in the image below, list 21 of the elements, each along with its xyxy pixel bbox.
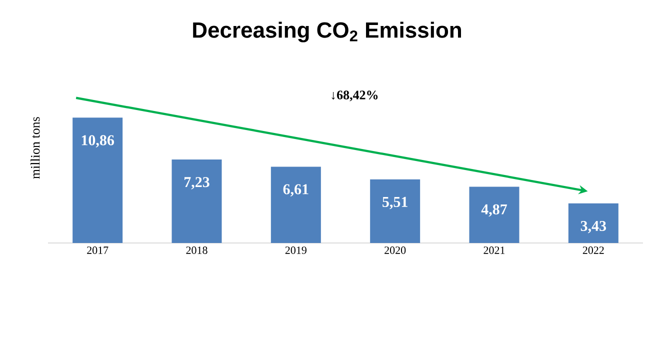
x-tick-label: 2022 xyxy=(582,246,604,254)
data-label: 6,61 xyxy=(283,184,308,196)
bar xyxy=(568,203,618,243)
data-label: 5,51 xyxy=(382,196,408,210)
data-label: 3,43 xyxy=(580,220,606,234)
x-tick-label: 2020 xyxy=(384,246,406,254)
y-axis-title: million tons xyxy=(30,117,40,179)
data-label: 4,87 xyxy=(481,204,508,217)
x-tick-label: 2017 xyxy=(87,246,108,254)
bar xyxy=(270,166,321,243)
text: ↓68,42% xyxy=(332,90,378,102)
chart-title: Decreasing CO$_{2}$ Emission xyxy=(193,22,461,42)
bar xyxy=(469,186,520,243)
data-label: 10,86 xyxy=(82,135,114,148)
x-tick-label: 2021 xyxy=(484,246,505,254)
bar xyxy=(172,160,222,243)
x-tick-label: 2018 xyxy=(186,246,208,254)
data-label: 7,23 xyxy=(184,177,210,190)
bar xyxy=(72,118,123,243)
bar xyxy=(370,179,420,243)
x-tick-label: 2019 xyxy=(285,246,306,254)
